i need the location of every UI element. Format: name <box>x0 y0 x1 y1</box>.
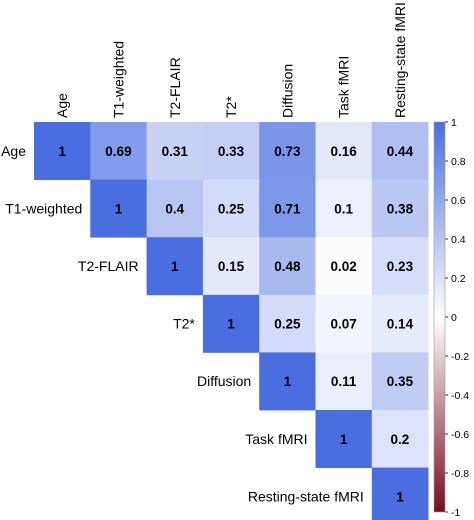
heatmap-cell <box>371 122 429 180</box>
cell-value-label: 0.31 <box>162 144 189 159</box>
heatmap-cell <box>315 352 373 411</box>
cell-value-label: 1 <box>115 201 123 216</box>
cell-value-label: 0.11 <box>331 374 357 389</box>
colorbar-tick-label: -0.4 <box>451 390 469 402</box>
colorbar-tick-label: -0.8 <box>451 468 469 480</box>
cell-value-label: 0.25 <box>218 201 245 216</box>
heatmap-cell <box>371 237 429 296</box>
heatmap-cell <box>202 237 260 296</box>
colorbar-tick-label: 0 <box>451 312 457 324</box>
heatmap-cell <box>202 179 260 238</box>
heatmap-cell <box>146 122 204 180</box>
cell-value-label: 0.38 <box>387 201 414 216</box>
cell-value-label: 0.33 <box>218 144 245 159</box>
cell-value-label: 0.23 <box>387 259 414 274</box>
cell-value-label: 0.14 <box>387 317 414 332</box>
column-label-resting-state-fmri: Resting-state fMRI <box>392 2 408 118</box>
colorbar-tick-label: 1 <box>451 117 457 129</box>
colorbar-tick-label: -1 <box>451 507 460 519</box>
heatmap-cell <box>146 179 204 238</box>
heatmap-cells: 1 0.69 0.31 0.33 0.73 0.16 0.44 1 0.4 0.25 0.71 0.1… <box>34 122 429 520</box>
row-label-t1-weighted: T1-weighted <box>5 200 82 216</box>
heatmap-cell <box>259 294 316 353</box>
row-label-t2-flair: T2-FLAIR <box>78 258 139 274</box>
heatmap-cell <box>259 237 316 296</box>
cell-value-label: 0.35 <box>387 374 414 389</box>
column-label-t2: T2* <box>223 96 239 118</box>
colorbar-tick-label: 0.6 <box>451 195 466 207</box>
heatmap-cell <box>315 179 373 238</box>
heatmap-cell <box>90 179 147 238</box>
cell-value-label: 1 <box>284 374 292 389</box>
cell-value-label: 0.4 <box>165 201 184 216</box>
cell-value-label: 0.71 <box>274 201 301 216</box>
colorbar-tick-label: -0.2 <box>451 351 469 363</box>
cell-value-label: 0.44 <box>387 144 414 159</box>
heatmap-cell <box>315 294 373 353</box>
heatmap-cell <box>315 122 373 180</box>
column-label-task-fmri: Task fMRI <box>336 56 352 118</box>
cell-value-label: 1 <box>58 144 66 159</box>
row-label-resting-state-fmri: Resting-state fMRI <box>248 488 364 504</box>
cell-value-label: 1 <box>227 317 235 332</box>
heatmap-cell <box>371 467 429 520</box>
heatmap-cell <box>259 122 316 180</box>
colorbar-tick-label: 0.2 <box>451 273 466 285</box>
heatmap-cell <box>90 122 147 180</box>
cell-value-label: 1 <box>171 259 179 274</box>
cell-value-label: 0.07 <box>331 317 357 332</box>
heatmap-cell <box>259 352 316 411</box>
cell-value-label: 0.48 <box>274 259 301 274</box>
colorbar-tick-label: 0.4 <box>451 234 466 246</box>
heatmap-cell <box>259 179 316 238</box>
cell-value-label: 0.69 <box>105 144 131 159</box>
heatmap-cell <box>371 410 429 468</box>
heatmap-cell <box>315 237 373 296</box>
cell-value-label: 0.2 <box>391 432 410 447</box>
row-label-age: Age <box>1 143 26 159</box>
cell-value-label: 0.25 <box>274 317 301 332</box>
cell-value-label: 1 <box>340 432 348 447</box>
heatmap-cell <box>371 179 429 238</box>
colorbar-tick-label: -0.6 <box>451 429 469 441</box>
column-labels: Age T1-weighted T2-FLAIR T2* Diffusion Task f… <box>54 2 408 118</box>
heatmap-cell <box>202 122 260 180</box>
row-labels: Age T1-weighted T2-FLAIR T2* Diffusion Task f… <box>1 143 364 505</box>
row-label-t2: T2* <box>173 316 195 332</box>
heatmap-cell <box>146 237 204 296</box>
column-label-age: Age <box>54 93 70 118</box>
column-label-diffusion: Diffusion <box>279 64 295 118</box>
colorbar-tick-label: 0.8 <box>451 156 466 168</box>
heatmap-cell <box>371 294 429 353</box>
heatmap-cell <box>202 294 260 353</box>
colorbar-gradient <box>433 121 446 513</box>
cell-value-label: 0.16 <box>331 144 358 159</box>
colorbar: 1 0.8 0.6 0.4 0.2 0 -0.2 -0.4 -0.6 -0.8 -1 <box>433 117 469 519</box>
cell-value-label: 0.1 <box>334 201 353 216</box>
cell-value-label: 0.02 <box>331 259 357 274</box>
cell-value-label: 0.15 <box>218 259 245 274</box>
heatmap-cell <box>34 122 91 180</box>
row-label-diffusion: Diffusion <box>197 373 251 389</box>
heatmap-cell <box>315 410 373 468</box>
row-label-task-fmri: Task fMRI <box>245 431 307 447</box>
heatmap-cell <box>371 352 429 411</box>
column-label-t2-flair: T2-FLAIR <box>167 57 183 118</box>
cell-value-label: 1 <box>396 489 404 504</box>
cell-value-label: 0.73 <box>274 144 301 159</box>
column-label-t1-weighted: T1-weighted <box>110 41 126 118</box>
